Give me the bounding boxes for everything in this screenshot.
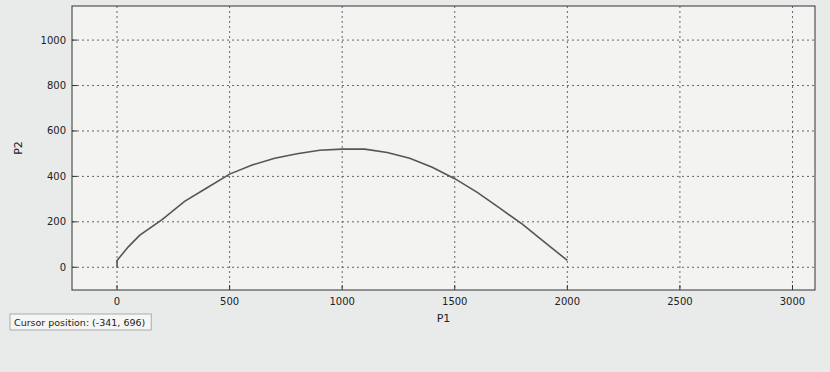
plot-area <box>72 6 815 290</box>
tick <box>72 221 77 222</box>
tick <box>72 176 77 177</box>
trajectory-line <box>117 149 567 267</box>
tick-label: 0 <box>114 296 120 307</box>
grid-line <box>229 6 230 290</box>
grid-line <box>567 6 568 290</box>
grid-line <box>342 6 343 290</box>
tick <box>72 130 77 131</box>
grid-line <box>72 85 815 86</box>
chart: 0 500 1000 1500 2000 2500 3000 0 200 400 600 800 100… <box>0 0 830 372</box>
axis-title: P2 <box>12 141 25 155</box>
tick <box>72 40 77 41</box>
tick <box>117 285 118 290</box>
tick-label: 200 <box>47 216 66 227</box>
grid-line <box>679 6 680 290</box>
tick-label: 1000 <box>41 35 66 46</box>
grid-line <box>117 6 118 290</box>
grid-line <box>72 130 815 131</box>
tick <box>454 285 455 290</box>
grid-line <box>792 6 793 290</box>
cursor-position: Cursor position: (-341, 696) <box>14 317 145 328</box>
grid-line <box>72 176 815 177</box>
axis-title: P1 <box>437 312 451 325</box>
tick-label: 1000 <box>329 296 354 307</box>
tick-label: 500 <box>220 296 239 307</box>
tick-label: 400 <box>47 171 66 182</box>
tick <box>72 85 77 86</box>
tick-label: 0 <box>60 262 66 273</box>
tick-label: 1500 <box>442 296 467 307</box>
tick <box>679 285 680 290</box>
tick-label: 800 <box>47 80 66 91</box>
tick <box>792 285 793 290</box>
tick <box>72 267 77 268</box>
tick-label: 3000 <box>780 296 805 307</box>
grid-line <box>72 221 815 222</box>
grid-line <box>72 40 815 41</box>
series-group <box>117 149 567 267</box>
tick <box>342 285 343 290</box>
tick <box>567 285 568 290</box>
cursor-box <box>10 314 151 330</box>
tick <box>229 285 230 290</box>
grid-line <box>454 6 455 290</box>
tick-label: 600 <box>47 125 66 136</box>
tick-label: 2000 <box>555 296 580 307</box>
tick-label: 2500 <box>667 296 692 307</box>
grid-line <box>72 267 815 268</box>
